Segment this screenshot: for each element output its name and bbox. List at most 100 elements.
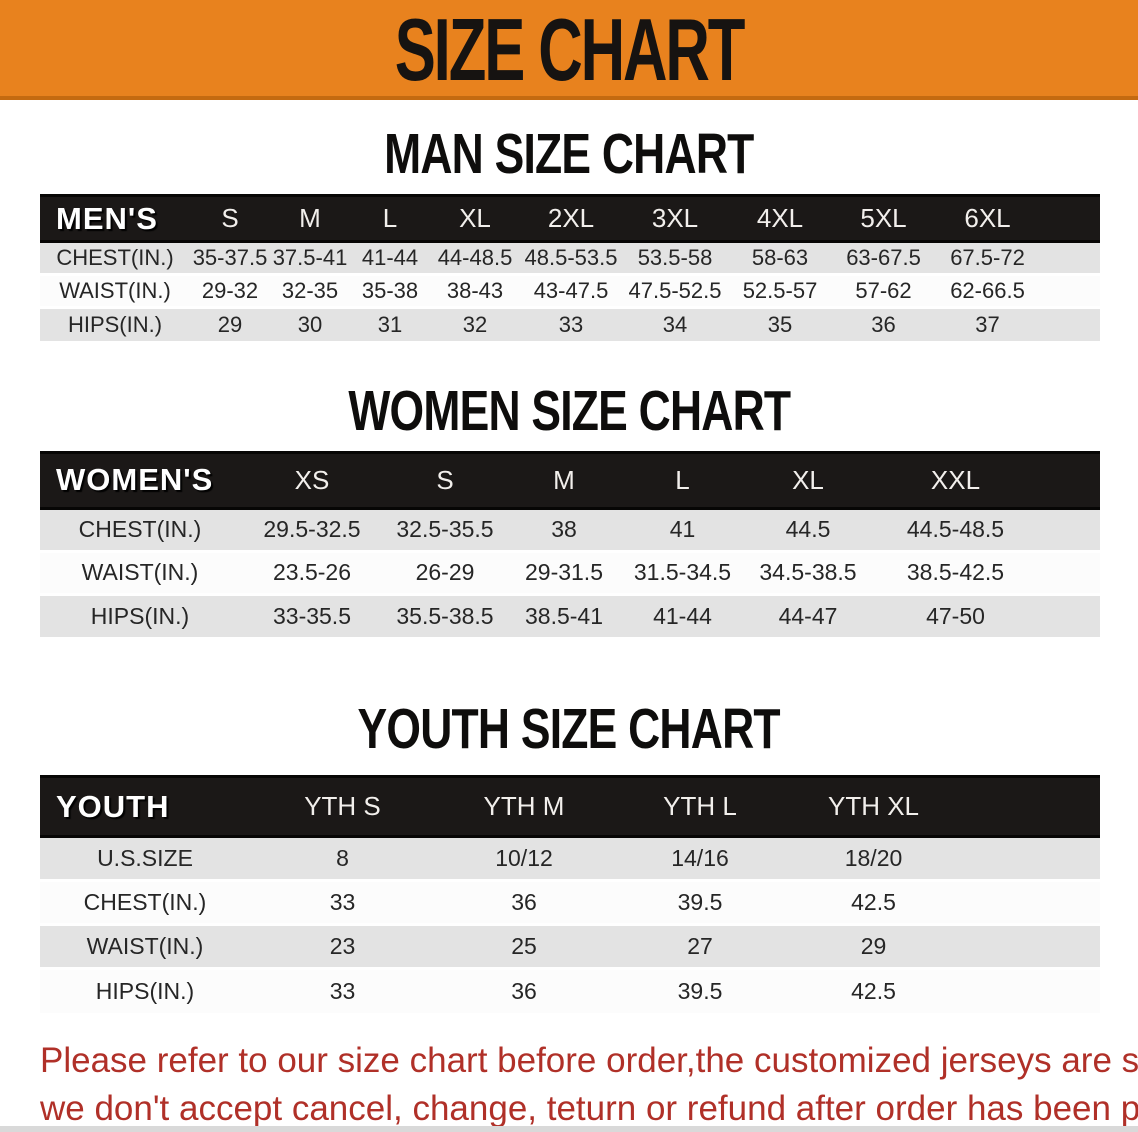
size-value-cell: 62-66.5 — [935, 273, 1040, 308]
order-note-line1: Please refer to our size chart before or… — [40, 1040, 1138, 1080]
size-value-cell: 43-47.5 — [520, 273, 622, 308]
measurement-label: WAIST(IN.) — [40, 549, 240, 594]
size-value-cell: 34.5-38.5 — [743, 549, 873, 594]
size-value-cell: 39.5 — [613, 967, 787, 1013]
size-value-cell: 29 — [190, 306, 270, 341]
women-size-column-header: XS — [240, 450, 384, 510]
youth-section-heading-text: YOUTH SIZE CHART — [357, 697, 781, 761]
measurement-label: CHEST(IN.) — [40, 506, 240, 551]
men-row-hips-in: HIPS(IN.) 29 30 31 32 33 34 35 36 37 — [40, 306, 1100, 341]
size-value-cell: 41 — [622, 506, 743, 551]
banner-title: SIZE CHART — [394, 0, 746, 99]
size-value-cell: 58-63 — [728, 240, 832, 275]
size-value-cell: 44.5-48.5 — [873, 506, 1038, 551]
size-value-cell: 30 — [270, 306, 350, 341]
size-value-cell: 48.5-53.5 — [520, 240, 622, 275]
men-size-column-header: XL — [430, 194, 520, 243]
size-value-cell — [960, 967, 1100, 1013]
men-section-heading-text: MAN SIZE CHART — [384, 122, 754, 186]
size-value-cell — [960, 835, 1100, 881]
women-size-column-header: L — [622, 450, 743, 510]
youth-size-column-header: YTH S — [250, 775, 435, 838]
men-size-table: MEN'S S M L XL 2XL 3XL 4XL 5XL 6XL CHEST(IN.) 35-37… — [40, 194, 1100, 341]
size-value-cell: 37 — [935, 306, 1040, 341]
measurement-label: WAIST(IN.) — [40, 273, 190, 308]
women-row-waist-in: WAIST(IN.) 23.5-26 26-29 29-31.5 31.5-34.5 34… — [40, 549, 1100, 594]
women-row-chest-in: CHEST(IN.) 29.5-32.5 32.5-35.5 38 41 44.5 44.5… — [40, 506, 1100, 551]
men-size-column-header: 2XL — [520, 194, 622, 243]
men-header-row: MEN'S S M L XL 2XL 3XL 4XL 5XL 6XL — [40, 194, 1100, 243]
size-value-cell: 38-43 — [430, 273, 520, 308]
women-size-column-header: XXL — [873, 450, 1038, 510]
size-value-cell: 33 — [250, 879, 435, 925]
size-value-cell: 53.5-58 — [622, 240, 728, 275]
size-value-cell: 38 — [506, 506, 622, 551]
size-value-cell: 10/12 — [435, 835, 613, 881]
measurement-label: HIPS(IN.) — [40, 306, 190, 341]
size-value-cell — [1040, 306, 1100, 341]
women-size-column-header — [1038, 450, 1100, 510]
order-note-line2: we don't accept cancel, change, teturn o… — [40, 1088, 1138, 1128]
youth-row-hips-in: HIPS(IN.) 33 36 39.5 42.5 — [40, 967, 1100, 1013]
size-value-cell — [1038, 506, 1100, 551]
youth-row-u-s-size: U.S.SIZE 8 10/12 14/16 18/20 — [40, 835, 1100, 881]
youth-size-column-header: YTH XL — [787, 775, 960, 838]
size-chart-banner: SIZE CHART — [0, 0, 1138, 100]
youth-group-label: YOUTH — [40, 775, 250, 838]
size-value-cell: 29-32 — [190, 273, 270, 308]
men-size-column-header — [1040, 194, 1100, 243]
men-group-label: MEN'S — [40, 194, 190, 243]
size-value-cell: 42.5 — [787, 967, 960, 1013]
size-value-cell — [1040, 273, 1100, 308]
measurement-label: CHEST(IN.) — [40, 879, 250, 925]
size-value-cell: 33-35.5 — [240, 592, 384, 637]
size-value-cell: 33 — [250, 967, 435, 1013]
measurement-label: WAIST(IN.) — [40, 923, 250, 969]
size-value-cell: 36 — [832, 306, 935, 341]
youth-size-column-header: YTH L — [613, 775, 787, 838]
size-value-cell: 18/20 — [787, 835, 960, 881]
size-value-cell: 32-35 — [270, 273, 350, 308]
size-value-cell: 31 — [350, 306, 430, 341]
size-value-cell: 26-29 — [384, 549, 506, 594]
measurement-label: CHEST(IN.) — [40, 240, 190, 275]
youth-size-column-header: YTH M — [435, 775, 613, 838]
size-value-cell: 27 — [613, 923, 787, 969]
men-size-column-header: 3XL — [622, 194, 728, 243]
men-size-column-header: M — [270, 194, 350, 243]
size-value-cell: 14/16 — [613, 835, 787, 881]
size-value-cell: 36 — [435, 879, 613, 925]
size-value-cell: 44.5 — [743, 506, 873, 551]
size-value-cell: 36 — [435, 967, 613, 1013]
size-value-cell: 29-31.5 — [506, 549, 622, 594]
size-value-cell: 41-44 — [350, 240, 430, 275]
size-value-cell: 47-50 — [873, 592, 1038, 637]
size-value-cell: 31.5-34.5 — [622, 549, 743, 594]
size-value-cell: 29 — [787, 923, 960, 969]
size-value-cell: 37.5-41 — [270, 240, 350, 275]
order-note: Please refer to our size chart before or… — [40, 1037, 1138, 1132]
men-size-column-header: 4XL — [728, 194, 832, 243]
size-value-cell: 44-48.5 — [430, 240, 520, 275]
size-value-cell: 29.5-32.5 — [240, 506, 384, 551]
size-value-cell: 23.5-26 — [240, 549, 384, 594]
size-value-cell: 32.5-35.5 — [384, 506, 506, 551]
size-value-cell: 35.5-38.5 — [384, 592, 506, 637]
size-value-cell — [1040, 240, 1100, 275]
size-value-cell: 39.5 — [613, 879, 787, 925]
men-section-heading: MAN SIZE CHART — [0, 122, 1138, 186]
bottom-edge-strip — [0, 1126, 1138, 1132]
youth-header-row: YOUTH YTH S YTH M YTH L YTH XL — [40, 775, 1100, 838]
women-size-column-header: XL — [743, 450, 873, 510]
size-value-cell: 42.5 — [787, 879, 960, 925]
women-size-column-header: S — [384, 450, 506, 510]
women-header-row: WOMEN'S XS S M L XL XXL — [40, 450, 1100, 510]
youth-size-table: YOUTH YTH S YTH M YTH L YTH XL U.S.SIZE 8 10/12… — [40, 775, 1100, 1013]
size-value-cell: 8 — [250, 835, 435, 881]
size-value-cell: 63-67.5 — [832, 240, 935, 275]
men-size-column-header: S — [190, 194, 270, 243]
size-value-cell: 23 — [250, 923, 435, 969]
men-size-column-header: 5XL — [832, 194, 935, 243]
size-value-cell: 33 — [520, 306, 622, 341]
size-value-cell: 41-44 — [622, 592, 743, 637]
